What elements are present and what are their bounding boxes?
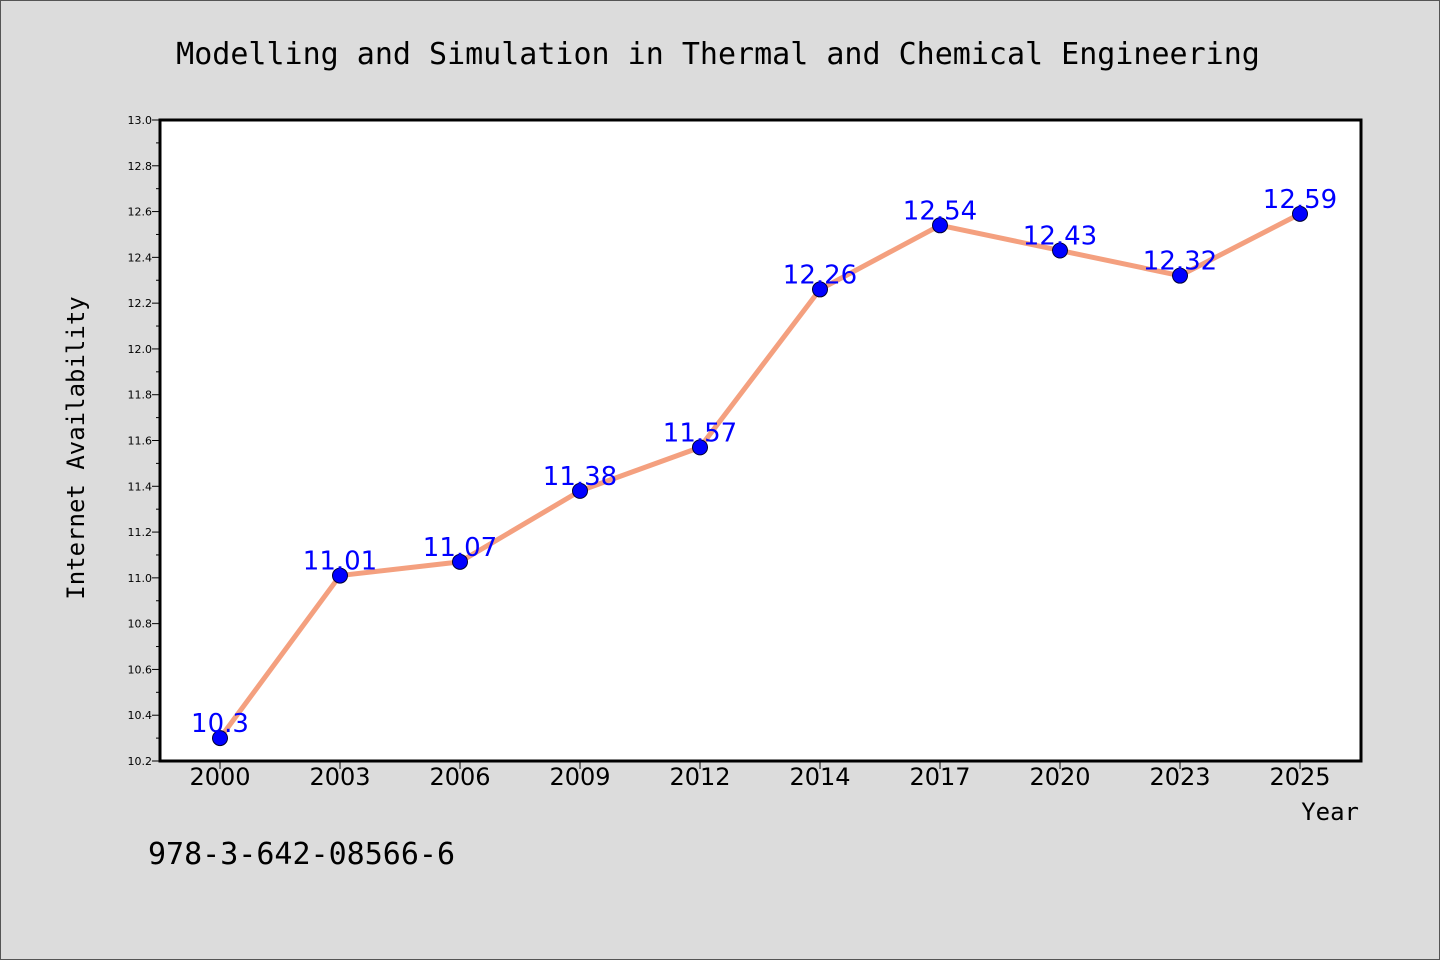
data-point: [812, 281, 828, 298]
series-line-group: [217, 211, 1303, 741]
y-tick-label: 12.2: [128, 297, 153, 310]
x-tick-label: 2023: [1149, 763, 1210, 791]
x-tick-label: 2012: [669, 763, 730, 791]
y-tick-label: 12.0: [128, 343, 153, 356]
y-tick-label: 12.8: [128, 160, 153, 173]
y-tick-label: 11.6: [128, 435, 153, 448]
data-label: 10.3: [191, 709, 249, 739]
y-tick-label: 11.2: [128, 526, 153, 539]
data-label: 12.32: [1143, 247, 1217, 277]
x-axis-ticks: 2000 2003 2006 2009 2012 2014 2017 2020 2023 2025: [189, 761, 1331, 791]
x-tick-label: 2009: [549, 763, 610, 791]
y-tick-label: 11.4: [128, 480, 153, 493]
data-label: 11.57: [663, 418, 737, 448]
data-point: [692, 439, 708, 456]
data-label: 12.43: [1023, 221, 1097, 251]
data-point: [1292, 205, 1308, 222]
data-point: [212, 730, 228, 747]
y-tick-label: 11.8: [128, 389, 153, 402]
plot-area: [158, 118, 1363, 763]
data-point: [452, 553, 468, 570]
isbn-footer-text: 978-3-642-08566-6: [148, 837, 455, 872]
data-point: [1172, 267, 1188, 284]
data-point: [1052, 242, 1068, 259]
y-tick-label: 10.6: [128, 663, 153, 676]
y-tick-label: 10.2: [128, 755, 153, 768]
y-tick-label: 12.6: [128, 206, 153, 219]
data-label: 11.38: [543, 462, 617, 492]
x-tick-label: 2006: [429, 763, 490, 791]
x-tick-label: 2017: [909, 763, 970, 791]
y-tick-label: 10.4: [128, 709, 153, 722]
y-tick-label: 12.4: [128, 251, 153, 264]
data-label: 11.07: [423, 533, 497, 563]
x-tick-label: 2020: [1029, 763, 1090, 791]
x-tick-label: 2014: [789, 763, 850, 791]
data-label: 12.26: [783, 260, 857, 290]
y-axis-ticks: 10.2 10.4 10.6 10.8 11.0 11.2 11.4 11.6 11.8 12.0…: [128, 114, 160, 768]
x-tick-label: 2003: [309, 763, 370, 791]
y-tick-label: 11.0: [128, 572, 153, 585]
x-tick-label: 2025: [1269, 763, 1330, 791]
data-labels: 10.3 11.01 11.07 11.38 11.57 12.26 12.54 12.43 1…: [191, 185, 1337, 739]
data-label: 12.59: [1263, 185, 1337, 215]
series-line: [217, 211, 1303, 741]
x-tick-label: 2000: [189, 763, 250, 791]
data-label: 12.54: [903, 196, 977, 226]
data-label: 11.01: [303, 547, 377, 577]
data-point: [332, 567, 348, 584]
data-markers: [212, 205, 1308, 747]
x-axis-label: Year: [1301, 798, 1359, 826]
y-tick-label: 13.0: [128, 114, 153, 127]
chart-title: Modelling and Simulation in Thermal and …: [176, 37, 1260, 72]
y-axis-label: Internet Availability: [62, 296, 90, 599]
y-tick-label: 10.8: [128, 618, 153, 631]
data-point: [932, 217, 948, 234]
data-point: [572, 482, 588, 499]
